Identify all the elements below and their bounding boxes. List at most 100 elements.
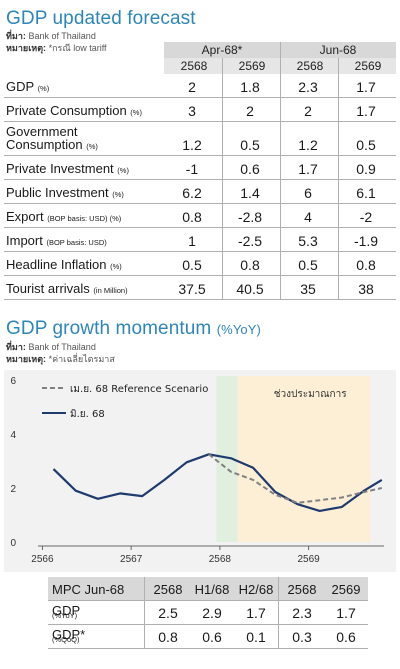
cell-value: 1.4 <box>240 185 260 201</box>
shaded-region <box>237 376 371 542</box>
row-label: Government <box>6 124 78 139</box>
cell-value: 1.2 <box>182 137 202 153</box>
source-label: ที่มา: <box>6 342 26 352</box>
row-label: Export (BOP basis: USD) (%) <box>6 209 122 224</box>
cell-value: 0.8 <box>182 209 202 225</box>
reference-scenario-line <box>208 453 383 504</box>
source-value: Bank of Thailand <box>28 342 96 352</box>
cell-value: 0.6 <box>202 629 222 645</box>
cell-value: 2.3 <box>292 605 312 621</box>
forecast-period-label: ช่วงประมาณการ <box>274 389 348 400</box>
y-tick-label: 0 <box>10 538 16 549</box>
cell-value: 40.5 <box>236 281 264 297</box>
column-divider <box>222 58 223 300</box>
column-divider <box>280 42 281 300</box>
mpc-header: MPC Jun-68 <box>52 582 125 597</box>
x-tick-label: 2569 <box>297 554 320 565</box>
table-row: GDP (%YoY) 2.5 2.9 1.7 2.3 1.7 <box>48 601 368 625</box>
table-row: Private Investment (%) -1 0.6 1.7 0.9 <box>4 157 396 180</box>
table-row: GDP* (%QoQ) 0.8 0.6 0.1 0.3 0.6 <box>48 625 368 649</box>
table-row: Private Consumption (%) 3 2 2 1.7 <box>4 99 396 122</box>
table-row: Headline Inflation (%) 0.5 0.8 0.5 0.8 <box>4 253 396 276</box>
note-value: *ค่าเฉลี่ยไตรมาส <box>48 354 115 364</box>
cell-value: 2 <box>304 103 312 119</box>
cell-value: 1.7 <box>336 605 356 621</box>
legend-label: เม.ย. 68 Reference Scenario <box>70 384 208 395</box>
chart-svg: ช่วงประมาณการ 0 2 4 6 2566 2567 2568 2569 เม.ย. 6… <box>10 376 384 565</box>
cell-value: 1.2 <box>298 137 318 153</box>
cell-value: 2.9 <box>202 605 222 621</box>
row-label: Public Investment (%) <box>6 185 124 200</box>
note-label: หมายเหตุ: <box>6 43 47 53</box>
cell-value: 1 <box>188 233 196 249</box>
x-tick-label: 2567 <box>120 554 143 565</box>
year-header: 2569 <box>354 59 382 73</box>
y-tick-label: 6 <box>10 376 16 387</box>
row-label: GDP (%) <box>6 79 50 94</box>
legend-label: มิ.ย. 68 <box>70 409 105 420</box>
row-label: Private Consumption (%) <box>6 103 142 118</box>
cell-value: 5.3 <box>298 233 318 249</box>
y-tick-label: 2 <box>10 484 16 495</box>
row-label: GDP (%YoY) <box>52 603 81 620</box>
cell-value: 0.5 <box>298 257 318 273</box>
shaded-region <box>216 376 238 542</box>
column-divider <box>144 577 145 649</box>
table-row: Import (BOP basis: USD) 1 -2.5 5.3 -1.9 <box>4 229 396 252</box>
mpc-header: H2/68 <box>238 582 274 597</box>
table-row: GDP (%) 2 1.8 2.3 1.7 <box>4 75 396 98</box>
period-header-apr: Apr-68* <box>201 43 243 57</box>
table-row: Tourist arrivals (in Million) 37.5 40.5 … <box>4 277 396 300</box>
period-header-jun: Jun-68 <box>319 43 357 57</box>
mpc-header: 2569 <box>331 582 361 597</box>
mpc-header: 2568 <box>287 582 317 597</box>
forecast-note: หมายเหตุ: *กรณี low tariff <box>6 43 107 54</box>
cell-value: 0.3 <box>292 629 312 645</box>
cell-value: 2 <box>246 103 254 119</box>
cell-value: 0.6 <box>336 629 356 645</box>
cell-value: 38 <box>358 281 374 297</box>
cell-value: -1.9 <box>353 233 379 249</box>
source-label: ที่มา: <box>6 31 26 41</box>
cell-value: 0.8 <box>158 629 178 645</box>
year-header: 2568 <box>180 59 208 73</box>
row-label: Consumption (%) <box>6 137 98 152</box>
forecast-source: ที่มา: Bank of Thailand <box>6 31 96 42</box>
cell-value: 2.3 <box>298 79 318 95</box>
note-value: *กรณี low tariff <box>48 43 107 53</box>
cell-value: 0.9 <box>356 161 376 177</box>
cell-value: 0.5 <box>356 137 376 153</box>
cell-value: -2.8 <box>237 209 263 225</box>
table-row: Public Investment (%) 6.2 1.4 6 6.1 <box>4 181 396 204</box>
mpc-header: H1/68 <box>194 582 230 597</box>
y-tick-label: 4 <box>10 430 16 441</box>
table-row: Government Consumption (%) 1.2 0.5 1.2 0… <box>4 123 396 156</box>
note-label: หมายเหตุ: <box>6 354 47 364</box>
table-row: Export (BOP basis: USD) (%) 0.8 -2.8 4 -… <box>4 205 396 228</box>
cell-value: -2.5 <box>237 233 263 249</box>
momentum-note: หมายเหตุ: *ค่าเฉลี่ยไตรมาส <box>6 354 115 365</box>
forecast-title: GDP updated forecast <box>6 8 196 29</box>
cell-value: 0.8 <box>240 257 260 273</box>
momentum-title: GDP growth momentum (%YoY) <box>6 318 261 339</box>
cell-value: 1.7 <box>246 605 266 621</box>
june-forecast-line <box>52 453 383 512</box>
row-label: GDP* (%QoQ) <box>52 627 86 644</box>
cell-value: 35 <box>300 281 316 297</box>
cell-value: -1 <box>185 161 199 177</box>
column-divider <box>278 577 279 649</box>
cell-value: 0.6 <box>240 161 260 177</box>
cell-value: 6.1 <box>356 185 376 201</box>
cell-value: 2.5 <box>158 605 178 621</box>
cell-value: 3 <box>188 103 196 119</box>
mpc-header-row: MPC Jun-68 2568 H1/68 H2/68 2568 2569 <box>48 577 368 601</box>
year-header: 2569 <box>238 59 266 73</box>
cell-value: 1.7 <box>298 161 318 177</box>
gdp-momentum-chart: ช่วงประมาณการ 0 2 4 6 2566 2567 2568 2569 เม.ย. 6… <box>4 370 396 572</box>
cell-value: 1.8 <box>240 79 260 95</box>
row-label: Import (BOP basis: USD) <box>6 233 107 248</box>
cell-value: 1.7 <box>356 79 376 95</box>
cell-value: 0.1 <box>246 629 266 645</box>
cell-value: 6.2 <box>182 185 202 201</box>
year-header: 2568 <box>296 59 324 73</box>
